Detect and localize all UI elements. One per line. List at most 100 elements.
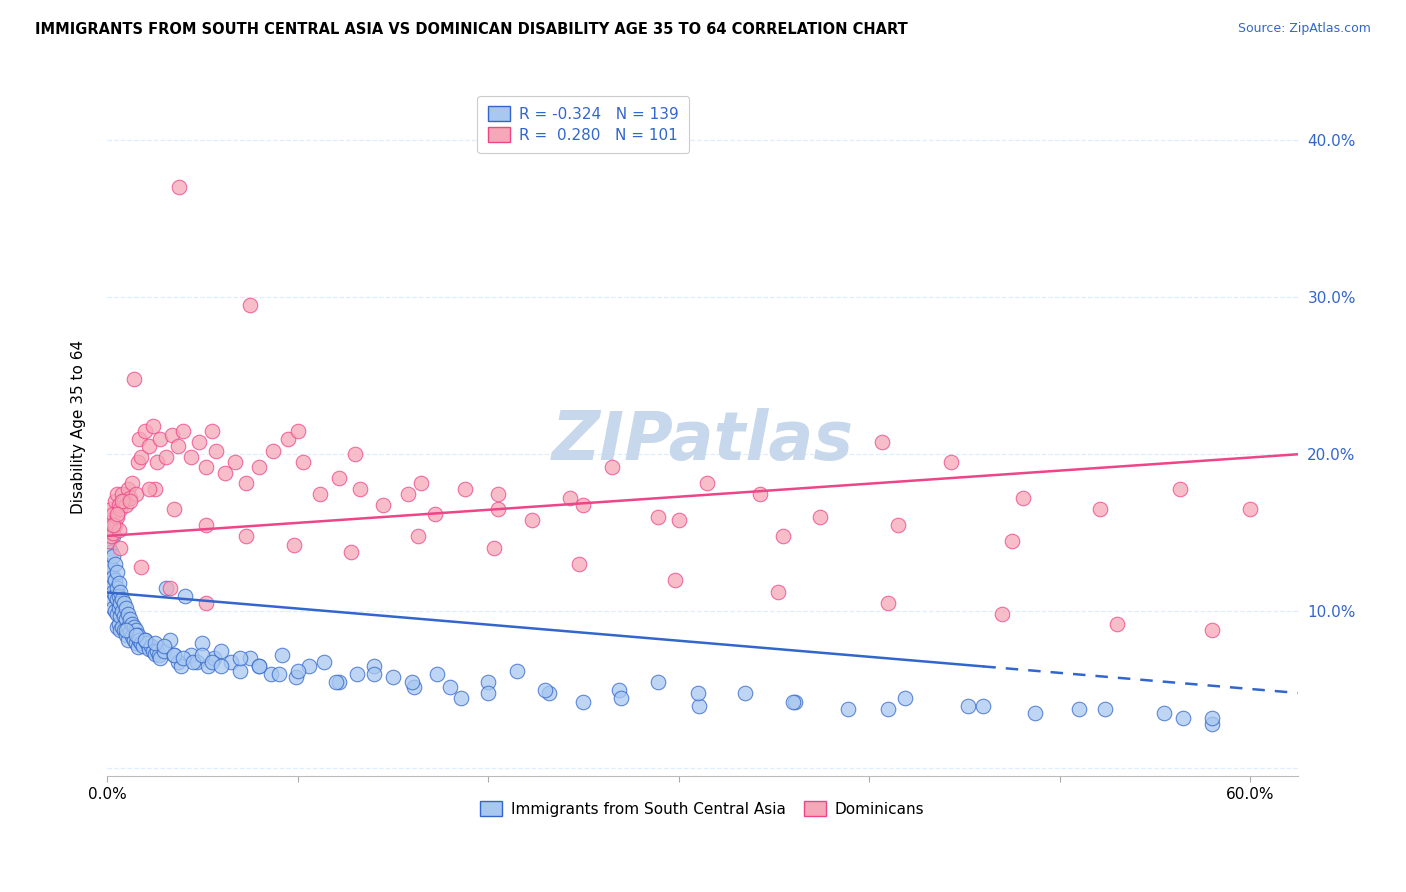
Point bbox=[172, 424, 194, 438]
Point bbox=[104, 604, 127, 618]
Point bbox=[98, 533, 121, 548]
Point bbox=[287, 424, 309, 438]
Point bbox=[877, 701, 900, 715]
Point bbox=[647, 675, 669, 690]
Point bbox=[249, 459, 271, 474]
Point bbox=[886, 518, 908, 533]
Point bbox=[186, 655, 208, 669]
Point bbox=[128, 432, 150, 446]
Point bbox=[100, 576, 122, 591]
Point bbox=[149, 651, 172, 665]
Point bbox=[115, 628, 138, 642]
Point bbox=[101, 525, 124, 540]
Point bbox=[486, 502, 509, 516]
Point bbox=[100, 544, 122, 558]
Y-axis label: Disability Age 35 to 64: Disability Age 35 to 64 bbox=[72, 340, 86, 514]
Point bbox=[201, 424, 224, 438]
Point bbox=[143, 647, 166, 661]
Point bbox=[139, 639, 162, 653]
Point bbox=[118, 612, 141, 626]
Point bbox=[191, 648, 214, 663]
Point bbox=[749, 486, 772, 500]
Point bbox=[309, 486, 332, 500]
Point bbox=[134, 424, 156, 438]
Point bbox=[112, 597, 135, 611]
Point bbox=[105, 607, 128, 622]
Point bbox=[107, 498, 129, 512]
Point bbox=[477, 686, 499, 700]
Point bbox=[349, 482, 371, 496]
Point bbox=[117, 632, 139, 647]
Point bbox=[647, 510, 669, 524]
Point bbox=[1201, 623, 1223, 637]
Point bbox=[609, 682, 631, 697]
Point bbox=[163, 502, 186, 516]
Point bbox=[98, 541, 121, 556]
Point bbox=[734, 686, 756, 700]
Point bbox=[686, 686, 709, 700]
Point bbox=[260, 667, 283, 681]
Point bbox=[204, 444, 226, 458]
Point bbox=[363, 667, 385, 681]
Point bbox=[117, 482, 139, 496]
Point bbox=[287, 664, 309, 678]
Point bbox=[284, 670, 307, 684]
Point bbox=[520, 513, 543, 527]
Point bbox=[696, 475, 718, 490]
Point bbox=[163, 648, 186, 663]
Point bbox=[229, 664, 252, 678]
Point bbox=[160, 428, 183, 442]
Point bbox=[110, 585, 132, 599]
Point bbox=[277, 432, 299, 446]
Point bbox=[219, 655, 242, 669]
Point bbox=[373, 498, 395, 512]
Point bbox=[426, 667, 449, 681]
Point bbox=[401, 675, 423, 690]
Point bbox=[454, 482, 477, 496]
Point bbox=[1001, 533, 1024, 548]
Point bbox=[180, 450, 202, 465]
Point bbox=[134, 632, 156, 647]
Point bbox=[105, 565, 128, 579]
Point bbox=[346, 667, 368, 681]
Point bbox=[142, 419, 165, 434]
Point bbox=[808, 510, 831, 524]
Point bbox=[325, 675, 347, 690]
Point bbox=[127, 628, 149, 642]
Point bbox=[115, 498, 138, 512]
Point bbox=[148, 648, 170, 663]
Point bbox=[101, 529, 124, 543]
Point bbox=[107, 589, 129, 603]
Point bbox=[104, 573, 127, 587]
Point bbox=[111, 494, 134, 508]
Point bbox=[105, 591, 128, 606]
Point bbox=[110, 597, 132, 611]
Text: Source: ZipAtlas.com: Source: ZipAtlas.com bbox=[1237, 22, 1371, 36]
Point bbox=[101, 585, 124, 599]
Point bbox=[201, 655, 224, 669]
Point bbox=[101, 570, 124, 584]
Point bbox=[145, 643, 167, 657]
Point bbox=[235, 529, 257, 543]
Point bbox=[572, 498, 595, 512]
Point bbox=[235, 475, 257, 490]
Point bbox=[229, 651, 252, 665]
Point bbox=[117, 620, 139, 634]
Point bbox=[766, 585, 789, 599]
Point bbox=[142, 643, 165, 657]
Point bbox=[118, 494, 141, 508]
Point bbox=[121, 629, 143, 643]
Point bbox=[396, 486, 419, 500]
Point bbox=[110, 541, 132, 556]
Point bbox=[343, 447, 366, 461]
Point bbox=[991, 607, 1014, 622]
Point bbox=[134, 632, 156, 647]
Point bbox=[1012, 491, 1035, 506]
Point bbox=[872, 434, 894, 449]
Point bbox=[117, 607, 139, 622]
Point bbox=[124, 486, 146, 500]
Point bbox=[107, 576, 129, 591]
Point bbox=[202, 651, 225, 665]
Point bbox=[100, 591, 122, 606]
Point bbox=[100, 502, 122, 516]
